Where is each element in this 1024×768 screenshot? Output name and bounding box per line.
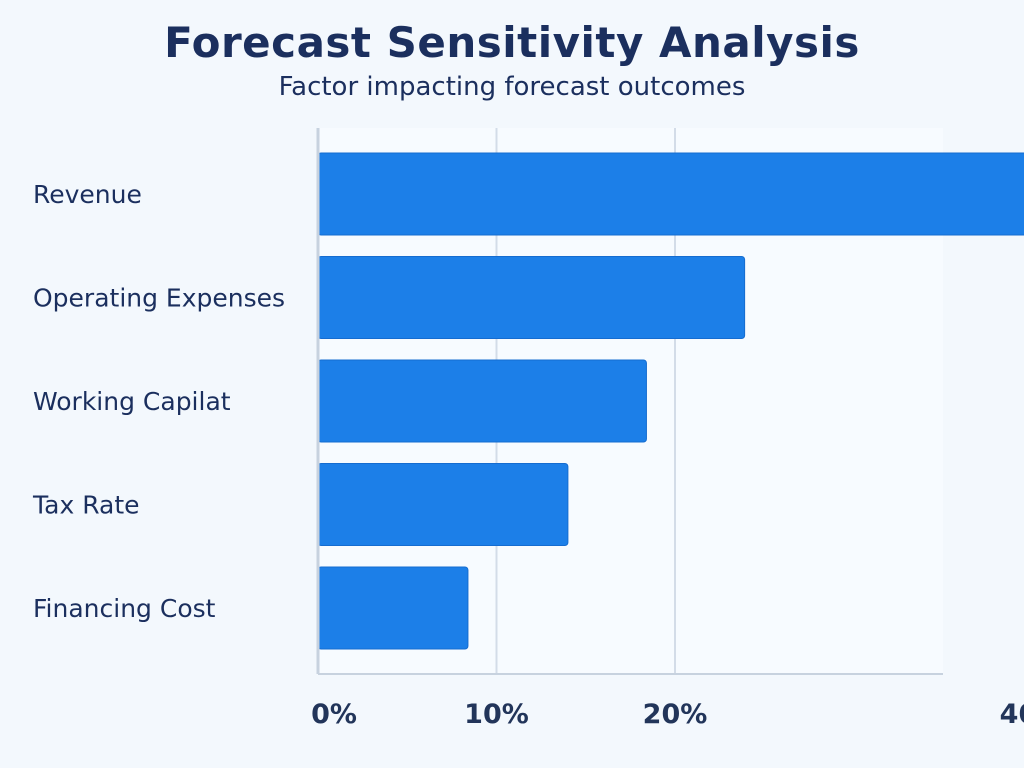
category-label: Financing Cost: [33, 594, 216, 623]
bar: [317, 566, 469, 650]
chart-title: Forecast Sensitivity Analysis: [164, 18, 860, 67]
x-tick-label: 40%: [1000, 699, 1024, 730]
category-label: Revenue: [33, 180, 142, 209]
axes: [316, 128, 943, 675]
category-label: Tax Rate: [32, 491, 140, 520]
bar: [317, 359, 647, 443]
x-tick-label: 0%: [311, 699, 357, 730]
tick-labels: 0% 10% 20% 40%: [311, 699, 1024, 730]
x-tick-label: 20%: [643, 699, 708, 730]
bar: [317, 463, 569, 546]
x-tick-label: 10%: [464, 699, 529, 730]
bar: [317, 152, 1024, 236]
category-label: Working Capilat: [33, 387, 231, 416]
chart-subtitle: Factor impacting forecast outcomes: [278, 72, 746, 102]
category-labels: Revenue Operating Expenses Working Capilat…: [32, 180, 285, 623]
category-label: Operating Expenses: [33, 284, 285, 313]
bars: [317, 152, 1024, 650]
bar: [317, 256, 746, 339]
